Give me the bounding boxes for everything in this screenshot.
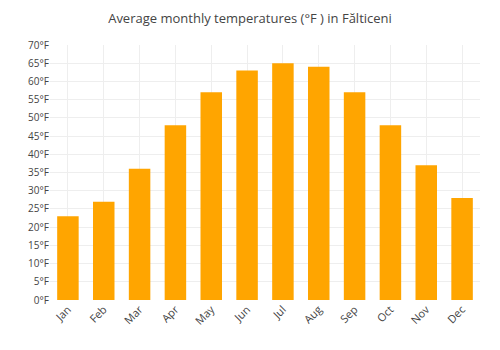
svg-text:65°F: 65°F [28,56,49,70]
svg-text:15°F: 15°F [28,238,49,252]
svg-text:Jul: Jul [269,302,289,322]
svg-text:May: May [191,302,217,328]
svg-text:Nov: Nov [407,302,432,327]
svg-text:50°F: 50°F [28,110,49,124]
svg-text:5°F: 5°F [34,274,49,288]
svg-text:25°F: 25°F [28,201,49,215]
svg-text:Aug: Aug [300,302,325,327]
svg-text:55°F: 55°F [28,92,49,106]
svg-text:35°F: 35°F [28,165,49,179]
svg-text:Oct: Oct [373,302,396,325]
svg-text:Sep: Sep [337,302,361,326]
svg-text:Apr: Apr [158,302,182,326]
svg-text:45°F: 45°F [28,129,49,143]
svg-text:30°F: 30°F [28,183,49,197]
svg-text:60°F: 60°F [28,74,49,88]
svg-text:40°F: 40°F [28,147,49,161]
svg-text:Jun: Jun [230,302,253,325]
svg-text:Feb: Feb [86,302,110,326]
svg-text:20°F: 20°F [28,220,49,234]
svg-text:0°F: 0°F [34,293,49,307]
svg-text:Jan: Jan [51,302,73,324]
svg-text:10°F: 10°F [28,256,49,270]
svg-text:Mar: Mar [120,302,145,327]
svg-text:Average monthly temperatures (: Average monthly temperatures (°F ) in Fă… [108,9,392,27]
svg-text:70°F: 70°F [28,38,49,52]
svg-text:Dec: Dec [444,302,468,326]
